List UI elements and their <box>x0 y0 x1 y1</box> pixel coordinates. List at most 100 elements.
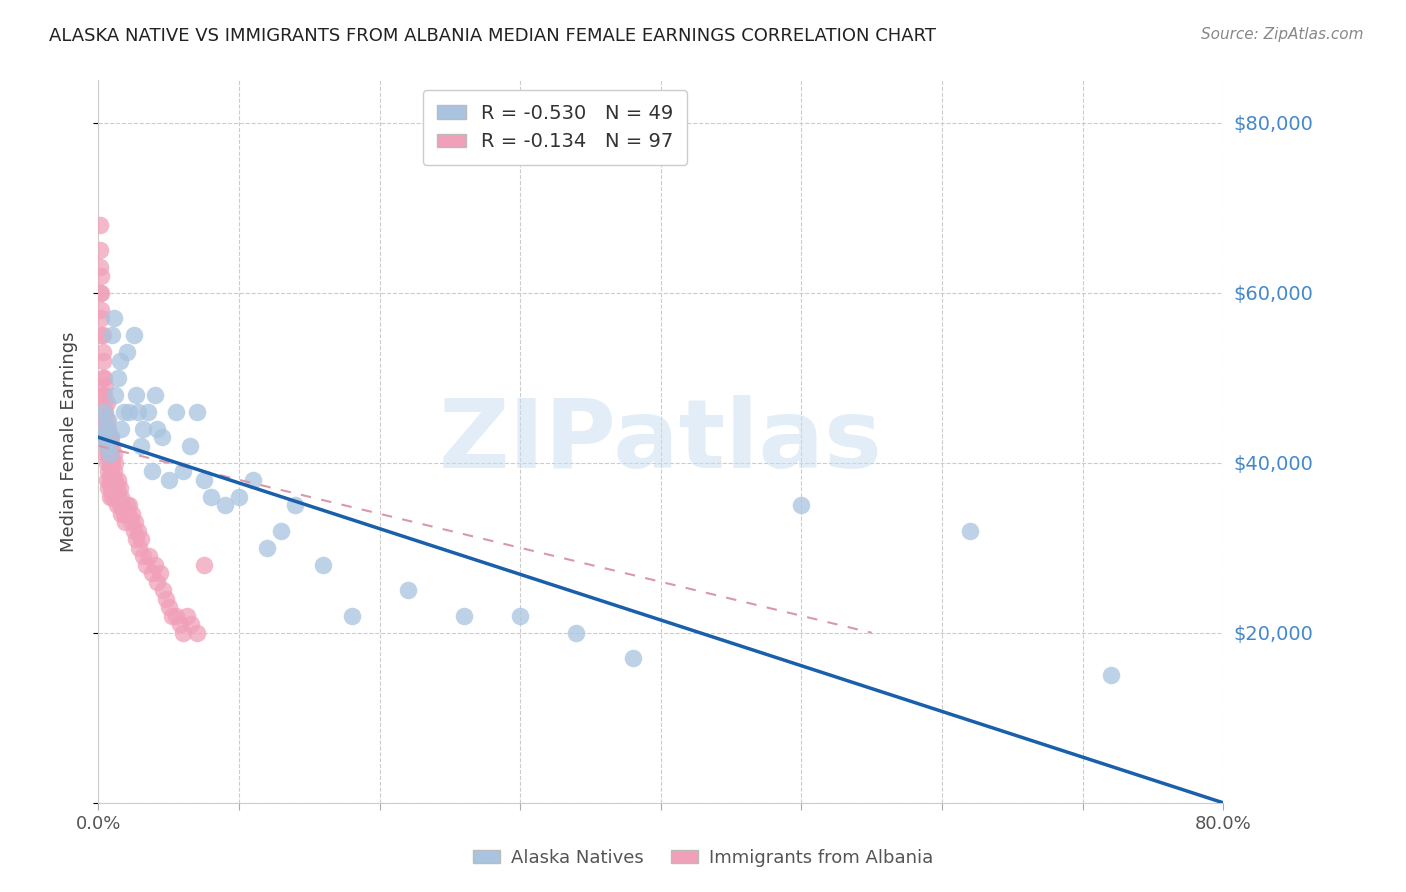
Point <box>97 464 120 478</box>
Point <box>169 617 191 632</box>
Point <box>96 473 118 487</box>
Point <box>90 268 112 283</box>
Point <box>91 353 114 368</box>
Legend: Alaska Natives, Immigrants from Albania: Alaska Natives, Immigrants from Albania <box>465 842 941 874</box>
Point <box>105 481 128 495</box>
Point <box>172 625 194 640</box>
Point <box>121 507 143 521</box>
Point <box>270 524 292 538</box>
Point <box>100 430 122 444</box>
Point <box>135 558 157 572</box>
Point <box>214 498 236 512</box>
Point <box>115 345 138 359</box>
Point <box>96 439 118 453</box>
Point <box>124 516 146 530</box>
Point <box>157 600 180 615</box>
Point <box>90 311 112 326</box>
Point <box>108 481 131 495</box>
Point <box>193 473 215 487</box>
Point <box>96 456 118 470</box>
Text: ALASKA NATIVE VS IMMIGRANTS FROM ALBANIA MEDIAN FEMALE EARNINGS CORRELATION CHAR: ALASKA NATIVE VS IMMIGRANTS FROM ALBANIA… <box>49 27 936 45</box>
Point <box>112 405 135 419</box>
Point <box>186 405 208 419</box>
Point <box>149 566 172 581</box>
Point <box>103 481 125 495</box>
Point <box>160 608 183 623</box>
Point <box>152 583 174 598</box>
Point <box>104 388 127 402</box>
Point <box>141 566 163 581</box>
Point <box>104 456 127 470</box>
Point <box>340 608 363 623</box>
Point <box>143 558 166 572</box>
Text: Source: ZipAtlas.com: Source: ZipAtlas.com <box>1201 27 1364 42</box>
Point <box>98 490 121 504</box>
Point <box>96 396 118 410</box>
Point <box>112 507 135 521</box>
Point <box>101 328 124 343</box>
Point <box>146 422 169 436</box>
Point <box>100 464 122 478</box>
Point <box>98 456 121 470</box>
Point <box>509 608 531 623</box>
Point <box>94 422 117 436</box>
Point <box>621 651 644 665</box>
Y-axis label: Median Female Earnings: Median Female Earnings <box>59 331 77 552</box>
Point <box>242 473 264 487</box>
Point <box>127 524 149 538</box>
Point <box>91 371 114 385</box>
Point <box>138 549 160 564</box>
Point <box>97 430 120 444</box>
Point <box>179 439 201 453</box>
Point <box>101 439 124 453</box>
Point <box>256 541 278 555</box>
Point <box>89 285 111 300</box>
Point <box>122 328 145 343</box>
Point <box>98 439 121 453</box>
Point <box>98 430 121 444</box>
Text: ZIPatlas: ZIPatlas <box>439 395 883 488</box>
Point <box>91 328 114 343</box>
Point <box>97 447 120 461</box>
Point <box>118 498 141 512</box>
Point <box>132 549 155 564</box>
Point <box>122 524 145 538</box>
Point <box>150 430 173 444</box>
Point <box>1099 668 1122 682</box>
Point <box>103 464 125 478</box>
Point <box>90 302 112 317</box>
Point <box>94 447 117 461</box>
Point <box>89 244 111 258</box>
Point <box>125 388 148 402</box>
Point <box>180 617 202 632</box>
Point <box>98 447 121 461</box>
Point <box>790 498 813 512</box>
Point <box>90 328 112 343</box>
Point <box>89 218 111 232</box>
Point <box>128 541 150 555</box>
Point <box>104 473 127 487</box>
Point <box>193 558 215 572</box>
Point <box>93 413 115 427</box>
Point <box>108 353 131 368</box>
Point <box>143 388 166 402</box>
Point <box>110 507 132 521</box>
Point <box>396 583 419 598</box>
Point <box>136 405 159 419</box>
Point <box>172 464 194 478</box>
Point <box>93 405 115 419</box>
Point <box>284 498 307 512</box>
Point <box>100 430 122 444</box>
Point <box>129 533 152 547</box>
Point <box>127 405 149 419</box>
Point <box>94 422 117 436</box>
Point <box>94 379 117 393</box>
Point <box>118 405 141 419</box>
Point <box>93 371 115 385</box>
Point <box>97 439 120 453</box>
Point <box>110 490 132 504</box>
Point <box>101 490 124 504</box>
Point <box>108 498 131 512</box>
Point <box>97 481 120 495</box>
Point <box>100 447 122 461</box>
